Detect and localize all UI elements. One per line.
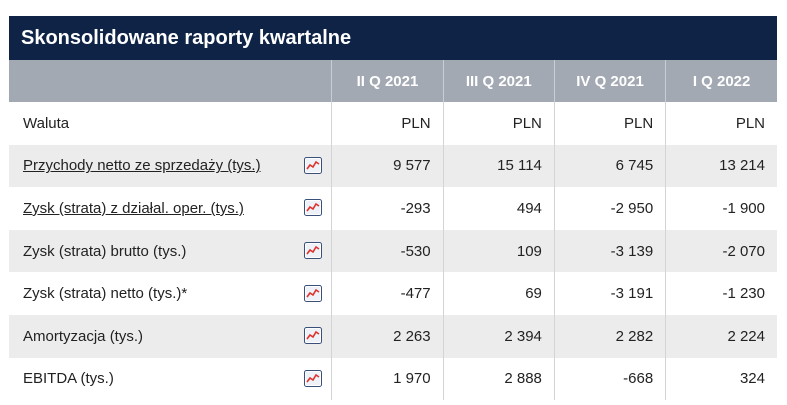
value-cell: 109 — [442, 229, 555, 273]
table-row: EBITDA (tys.) 1 970 2 888 -668 324 — [9, 357, 777, 401]
value-cell: PLN — [553, 102, 666, 145]
value-cell: -2 950 — [553, 187, 666, 230]
value-cell: PLN — [665, 102, 777, 145]
row-label-cell: Zysk (strata) netto (tys.)* — [9, 272, 332, 315]
row-label-cell: EBITDA (tys.) — [9, 358, 332, 401]
value-cell: -2 070 — [665, 229, 777, 273]
quarterly-reports-panel: Skonsolidowane raporty kwartalne II Q 20… — [9, 16, 777, 405]
row-label-link[interactable]: Przychody netto ze sprzedaży (tys.) — [23, 157, 261, 175]
quarterly-reports-table: II Q 2021 III Q 2021 IV Q 2021 I Q 2022 … — [9, 60, 777, 401]
value-cell: -293 — [331, 187, 444, 230]
row-label-cell: Zysk (strata) brutto (tys.) — [9, 230, 332, 273]
column-header: IV Q 2021 — [553, 60, 666, 102]
value-cell: -3 139 — [553, 229, 666, 273]
line-chart-icon[interactable] — [304, 369, 323, 387]
line-chart-icon[interactable] — [304, 327, 323, 345]
value-cell: 2 224 — [665, 314, 777, 358]
table-row: Zysk (strata) brutto (tys.) -530 109 -3 139… — [9, 229, 777, 273]
value-cell: 2 888 — [442, 357, 555, 401]
table-row: Amortyzacja (tys.) 2 263 2 394 2 282 2 224 — [9, 314, 777, 358]
header-blank-cell — [9, 60, 332, 102]
line-chart-icon[interactable] — [304, 156, 323, 174]
value-cell: 6 745 — [553, 144, 666, 188]
value-cell: PLN — [331, 102, 444, 145]
value-cell: 2 394 — [442, 314, 555, 358]
column-header: III Q 2021 — [442, 60, 555, 102]
row-label: Zysk (strata) netto (tys.)* — [23, 285, 188, 303]
row-label-cell: Przychody netto ze sprzedaży (tys.) — [9, 145, 332, 188]
value-cell: -477 — [331, 272, 444, 315]
line-chart-icon[interactable] — [304, 284, 323, 302]
row-label: EBITDA (tys.) — [23, 370, 114, 388]
table-row: Zysk (strata) z działal. oper. (tys.) -29… — [9, 187, 777, 230]
value-cell: 494 — [442, 187, 555, 230]
value-cell: 2 282 — [553, 314, 666, 358]
row-label-cell: Waluta — [9, 102, 332, 145]
value-cell: 69 — [442, 272, 555, 315]
column-header: I Q 2022 — [665, 60, 777, 102]
column-header: II Q 2021 — [331, 60, 444, 102]
table-row: Zysk (strata) netto (tys.)* -477 69 -3 191-… — [9, 272, 777, 315]
value-cell: 324 — [665, 357, 777, 401]
value-cell: 2 263 — [331, 314, 444, 358]
row-label-link[interactable]: Zysk (strata) z działal. oper. (tys.) — [23, 199, 244, 217]
table-header-row: II Q 2021 III Q 2021 IV Q 2021 I Q 2022 — [9, 60, 777, 102]
row-label: Amortyzacja (tys.) — [23, 327, 144, 345]
row-label-cell: Zysk (strata) z działal. oper. (tys.) — [9, 187, 332, 230]
table-row: Przychody netto ze sprzedaży (tys.) 9 577… — [9, 144, 777, 188]
value-cell: 1 970 — [331, 357, 444, 401]
line-chart-icon[interactable] — [304, 242, 323, 260]
table-row: Waluta PLN PLN PLN PLN — [9, 102, 777, 145]
value-cell: PLN — [442, 102, 555, 145]
value-cell: 13 214 — [665, 144, 777, 188]
line-chart-icon[interactable] — [304, 199, 323, 217]
value-cell: -668 — [553, 357, 666, 401]
panel-title: Skonsolidowane raporty kwartalne — [9, 16, 777, 60]
value-cell: -530 — [331, 229, 444, 273]
row-label: Waluta — [23, 114, 70, 132]
row-label-cell: Amortyzacja (tys.) — [9, 315, 332, 358]
value-cell: 15 114 — [442, 144, 555, 188]
value-cell: -1 230 — [665, 272, 777, 315]
value-cell: -1 900 — [665, 187, 777, 230]
value-cell: 9 577 — [331, 144, 444, 188]
value-cell: -3 191 — [553, 272, 666, 315]
row-label: Zysk (strata) brutto (tys.) — [23, 242, 187, 260]
